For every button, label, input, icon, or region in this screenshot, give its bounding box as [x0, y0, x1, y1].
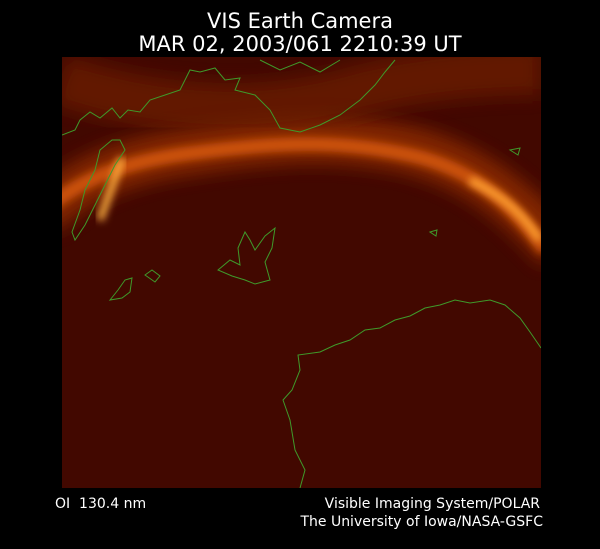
- aurora-diffuse: [62, 57, 541, 134]
- camera-image: [62, 57, 541, 488]
- credit-line: Visible Imaging System/POLAR: [325, 496, 541, 512]
- timestamp: MAR 02, 2003/061 2210:39 UT: [138, 32, 461, 56]
- aurora-bright-right: [468, 176, 541, 243]
- coastlines: [62, 59, 541, 488]
- filter-label: OI 130.4 nm: [55, 496, 146, 512]
- title: VIS Earth Camera: [207, 9, 393, 33]
- aurora-bright-left: [96, 156, 126, 222]
- credit-line: The University of Iowa/NASA-GSFC: [299, 514, 543, 530]
